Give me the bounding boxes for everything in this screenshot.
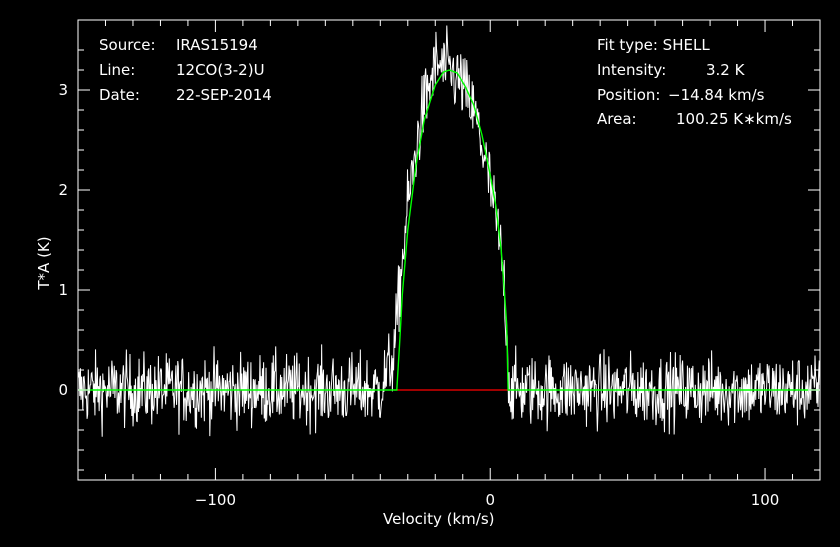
intensity-label: Intensity: xyxy=(597,61,667,79)
source-value: IRAS15194 xyxy=(176,36,258,54)
data-layer xyxy=(77,25,821,437)
y-tick-label: 1 xyxy=(58,281,68,299)
x-tick-label: 100 xyxy=(751,491,780,509)
observed-spectrum-line xyxy=(77,25,821,437)
position-label: Position: xyxy=(597,86,661,104)
fit-type: Fit type: SHELL xyxy=(597,36,710,54)
y-tick-label: 3 xyxy=(58,81,68,99)
x-tick-label: 0 xyxy=(485,491,495,509)
tick-layer: −100 0 100 0 1 2 3 xyxy=(58,20,821,509)
position-value: −14.84 km/s xyxy=(668,86,765,104)
y-tick-label: 0 xyxy=(58,381,68,399)
y-axis-title: T*A (K) xyxy=(35,236,53,290)
source-label: Source: xyxy=(99,36,156,54)
intensity-value: 3.2 K xyxy=(706,61,745,79)
line-label: Line: xyxy=(99,61,136,79)
x-axis-title: Velocity (km/s) xyxy=(383,510,495,528)
shell-fit-line xyxy=(78,69,820,391)
area-label: Area: xyxy=(597,110,637,128)
x-tick-label: −100 xyxy=(195,491,236,509)
area-value: 100.25 K∗km/s xyxy=(676,110,792,128)
date-label: Date: xyxy=(99,86,140,104)
y-tick-label: 2 xyxy=(58,181,68,199)
line-value: 12CO(3-2)U xyxy=(176,61,265,79)
date-value: 22-SEP-2014 xyxy=(176,86,272,104)
